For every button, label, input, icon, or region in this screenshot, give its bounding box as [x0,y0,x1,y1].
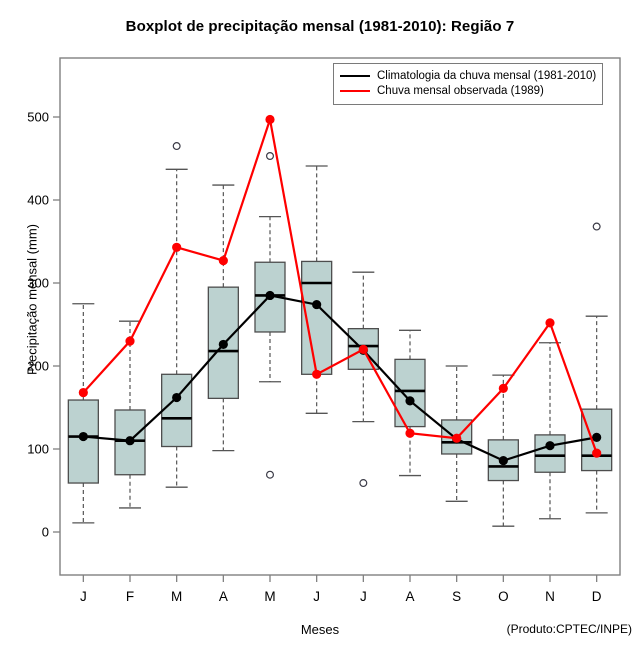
boxplot-A [207,184,239,452]
outlier-point [266,470,275,479]
x-tick-label: A [219,589,228,604]
series-point-climatology [78,431,88,442]
boxplot-J [347,271,379,488]
series-point-observed [498,383,508,394]
box-iqr [67,399,99,484]
credit-note: (Produto:CPTEC/INPE) [506,622,632,636]
series-point-climatology [592,432,602,442]
x-tick-label: D [592,589,602,604]
y-tick-label: 100 [27,442,49,457]
y-tick-label: 400 [27,193,49,208]
y-tick-label: 0 [42,525,49,540]
boxplot-D [581,222,613,514]
boxplot-F [114,320,146,509]
series-point-observed [312,369,322,379]
boxplot-M [161,142,193,488]
series-point-climatology [545,441,555,451]
y-tick-label: 300 [27,276,49,291]
series-point-observed [125,336,135,346]
series-point-climatology [125,436,135,446]
boxplot-J [67,303,99,524]
x-tick-label: J [313,589,320,604]
series-line-observed [82,119,598,454]
series-point-observed [545,318,555,328]
outlier-point [592,222,601,231]
x-tick-label: A [405,589,414,604]
series-point-observed [78,387,88,398]
legend-label-observed: Chuva mensal observada (1989) [377,85,544,97]
outlier-point [266,152,275,161]
legend-line-observed [340,90,370,92]
x-tick-label: J [360,589,367,604]
series-point-climatology [405,396,415,406]
x-tick-label: S [452,589,461,604]
outlier-point [172,142,181,151]
y-tick-label: 200 [27,359,49,374]
legend-item-observed: Chuva mensal observada (1989) [340,84,596,98]
outlier-point [359,479,368,488]
series-point-observed [405,428,415,438]
chart-legend: Climatologia da chuva mensal (1981-2010)… [333,63,604,105]
series-point-observed [592,448,602,458]
boxplot-O [487,374,519,527]
x-tick-label: M [264,589,275,604]
series-point-observed [265,114,275,125]
plot-frame [59,57,621,576]
series-point-observed [452,433,462,443]
x-tick-label: M [171,589,182,604]
box-iqr [394,358,426,428]
x-tick-label: O [498,589,509,604]
series-point-observed [172,242,182,252]
y-tick-label: 500 [27,110,49,125]
box-iqr [207,286,239,400]
series-point-climatology [172,392,182,403]
series-line-climatology [83,294,597,462]
series-point-climatology [498,456,508,466]
series-point-climatology [218,339,228,350]
legend-line-climatology [340,75,370,77]
legend-label-climatology: Climatologia da chuva mensal (1981-2010) [377,70,597,82]
series-point-climatology [312,299,322,310]
x-tick-label: N [545,589,555,604]
series-point-observed [358,344,368,354]
boxplot-M [254,152,286,479]
chart-title: Boxplot de precipitação mensal (1981-201… [125,18,515,35]
box-iqr [534,434,566,473]
boxplot-A [394,329,426,477]
series-point-observed [218,255,228,266]
boxplot-N [534,342,566,520]
series-point-climatology [265,290,275,301]
x-tick-label: F [126,589,134,604]
x-axis-label: Meses [300,622,340,637]
x-tick-label: J [80,589,87,604]
legend-item-climatology: Climatologia da chuva mensal (1981-2010) [340,69,596,83]
